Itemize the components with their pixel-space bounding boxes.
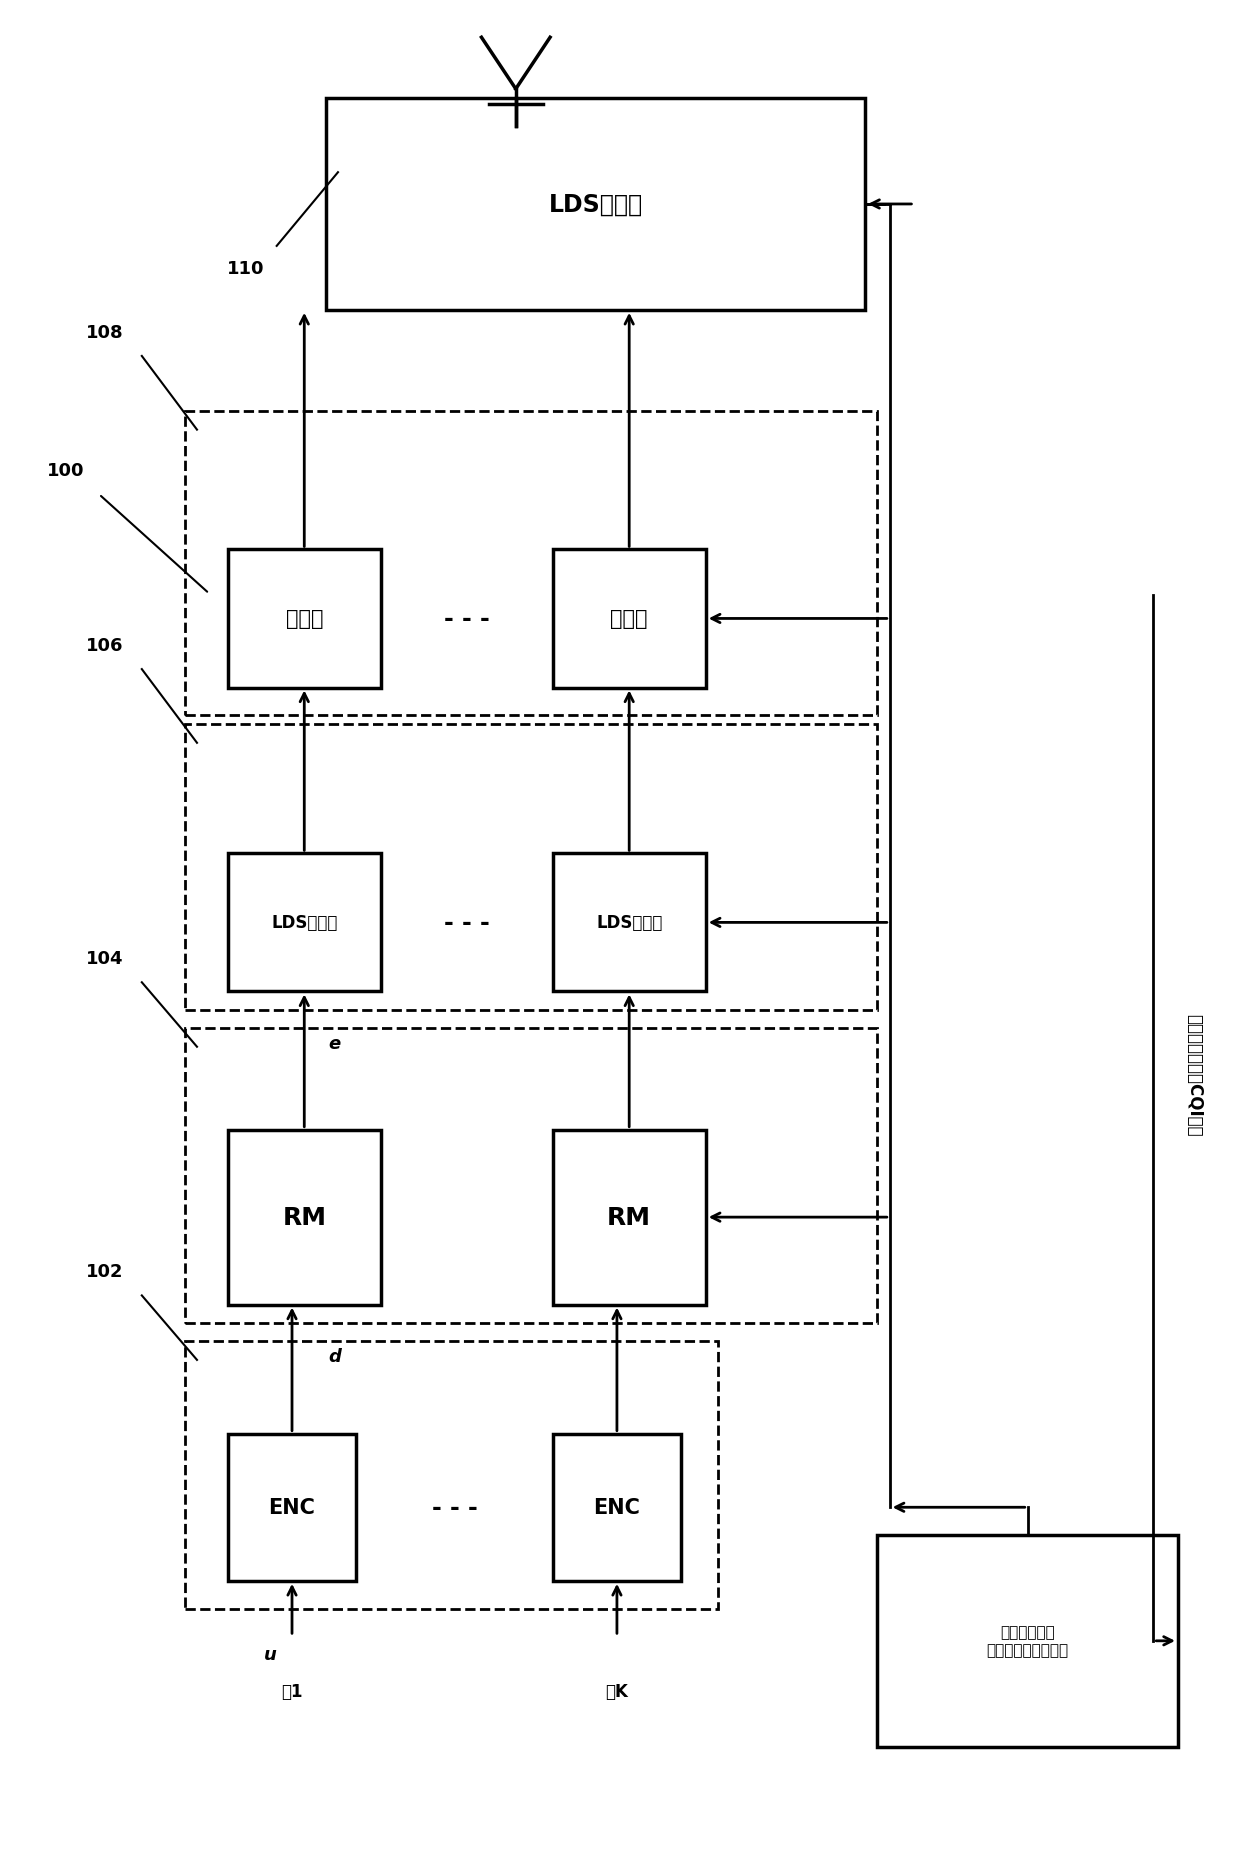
Text: 100: 100 <box>47 462 84 480</box>
Bar <box>228 1434 356 1580</box>
Bar <box>326 98 866 312</box>
Bar <box>185 1341 718 1608</box>
Text: d: d <box>329 1347 341 1365</box>
Text: - - -: - - - <box>432 1495 477 1519</box>
Text: ENC: ENC <box>594 1497 640 1517</box>
Text: LDS交织器: LDS交织器 <box>272 915 337 931</box>
Bar <box>185 1030 878 1323</box>
Text: 流1: 流1 <box>281 1682 303 1701</box>
Text: LDS交织器: LDS交织器 <box>596 915 662 931</box>
Text: 确定编码率、
调制阶数和过载因子: 确定编码率、 调制阶数和过载因子 <box>987 1625 1069 1657</box>
Bar <box>228 1130 381 1304</box>
Bar <box>185 725 878 1011</box>
Bar <box>553 853 706 992</box>
Text: ENC: ENC <box>269 1497 315 1517</box>
Bar <box>553 1434 681 1580</box>
Text: 调制器: 调制器 <box>610 608 649 629</box>
Text: - - -: - - - <box>444 911 490 935</box>
Text: 102: 102 <box>87 1263 124 1280</box>
Bar <box>878 1536 1178 1747</box>
Bar <box>185 412 878 716</box>
Text: LDS发射机: LDS发射机 <box>548 193 642 217</box>
Text: u: u <box>264 1645 277 1664</box>
Text: - - -: - - - <box>444 607 490 631</box>
Text: RM: RM <box>283 1206 326 1230</box>
Text: 110: 110 <box>227 260 265 278</box>
Bar <box>228 551 381 688</box>
Bar <box>228 853 381 992</box>
Text: 106: 106 <box>87 636 124 655</box>
Bar <box>553 551 706 688</box>
Text: e: e <box>329 1035 341 1052</box>
Text: 流K: 流K <box>605 1682 629 1701</box>
Text: 调制器: 调制器 <box>285 608 324 629</box>
Text: 104: 104 <box>87 950 124 968</box>
Text: 来自用户设备的CQI反馈: 来自用户设备的CQI反馈 <box>1185 1013 1203 1135</box>
Text: 108: 108 <box>87 325 124 341</box>
Text: RM: RM <box>608 1206 651 1230</box>
Bar <box>553 1130 706 1304</box>
